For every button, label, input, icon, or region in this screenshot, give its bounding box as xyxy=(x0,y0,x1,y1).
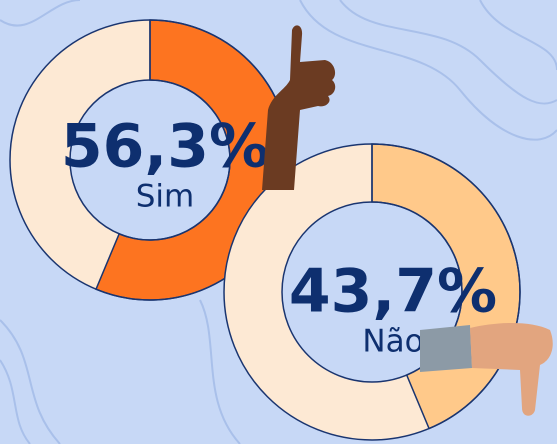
infographic: 56,3%Sim 43,7%Não xyxy=(0,0,557,444)
value-label: 56,3% xyxy=(61,112,269,182)
value-label: 43,7% xyxy=(289,257,497,327)
category-label: Sim xyxy=(136,179,195,215)
category-label: Não xyxy=(362,324,423,360)
